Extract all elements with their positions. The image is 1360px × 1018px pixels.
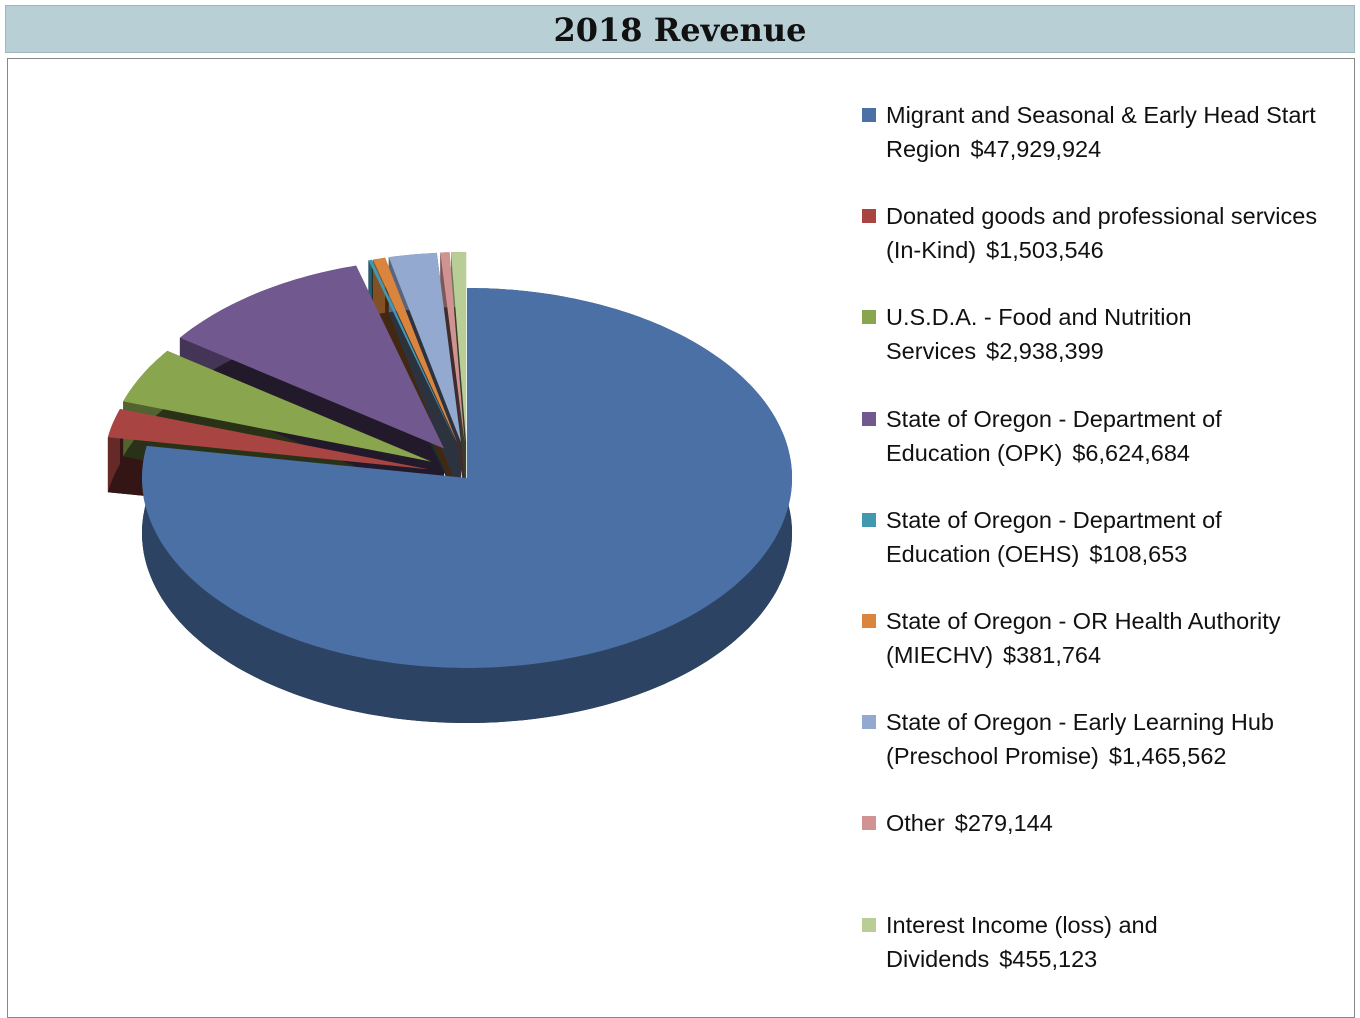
pie-slice	[368, 259, 457, 444]
legend-swatch	[862, 816, 876, 831]
legend-swatch	[862, 209, 876, 224]
pie-slice	[451, 252, 467, 442]
legend-text: State of Oregon - OR Health Authority (M…	[886, 604, 1332, 672]
legend-label: Interest Income (loss) and Dividends	[886, 911, 1158, 972]
legend-label: U.S.D.A. - Food and Nutrition Services	[886, 304, 1192, 365]
legend-label: State of Oregon - Department of Educatio…	[886, 506, 1222, 567]
pie-slice	[142, 288, 792, 668]
pie-slice	[107, 409, 429, 470]
legend-text: U.S.D.A. - Food and Nutrition Services $2…	[886, 300, 1332, 368]
legend-text: Migrant and Seasonal & Early Head Start …	[886, 98, 1332, 166]
legend-value: $1,465,562	[1108, 743, 1227, 770]
legend-swatch	[862, 310, 876, 325]
legend-text: Interest Income (loss) and Dividends $455…	[886, 908, 1332, 976]
legend-swatch	[862, 411, 876, 426]
pie-slice	[372, 257, 458, 444]
pie-slice	[440, 252, 465, 443]
legend-label: Migrant and Seasonal & Early Head Start …	[886, 102, 1316, 162]
legend-entry: Interest Income (loss) and Dividends $455…	[862, 908, 1332, 976]
legend-text: State of Oregon - Department of Educatio…	[886, 503, 1332, 571]
legend-entry: U.S.D.A. - Food and Nutrition Services $2…	[862, 300, 1332, 368]
legend-text: Other $279,144	[886, 806, 1332, 840]
legend-entry: State of Oregon - Early Learning Hub (Pr…	[862, 705, 1332, 773]
pie-slice	[123, 350, 432, 462]
legend-value: $279,144	[954, 810, 1053, 837]
pie-slice	[388, 252, 461, 443]
pie-slice	[179, 265, 444, 449]
legend-text: State of Oregon - Department of Educatio…	[886, 402, 1332, 470]
legend-value: $108,653	[1089, 540, 1188, 567]
legend-label: State of Oregon - OR Health Authority (M…	[886, 608, 1281, 668]
legend-value: $2,938,399	[986, 338, 1104, 365]
legend-entry: State of Oregon - Department of Educatio…	[862, 402, 1332, 470]
legend-swatch	[862, 917, 876, 932]
legend-label: State of Oregon - Department of Educatio…	[886, 405, 1222, 466]
legend-label: Other	[886, 810, 945, 837]
legend-entry: Other $279,144	[862, 806, 1332, 840]
legend-entry: State of Oregon - OR Health Authority (M…	[862, 604, 1332, 672]
chart-title: 2018 Revenue	[5, 5, 1355, 53]
legend-text: State of Oregon - Early Learning Hub (Pr…	[886, 705, 1332, 773]
legend-entry: State of Oregon - Department of Educatio…	[862, 503, 1332, 571]
legend-swatch	[862, 512, 876, 527]
legend-swatch	[862, 715, 876, 730]
legend-label: State of Oregon - Early Learning Hub (Pr…	[886, 709, 1274, 770]
legend-value: $47,929,924	[970, 136, 1102, 162]
legend-swatch	[862, 614, 876, 628]
legend-value: $1,503,546	[986, 237, 1104, 264]
legend-value: $6,624,684	[1072, 439, 1190, 466]
legend-label: Donated goods and professional services …	[886, 203, 1318, 264]
legend-value: $455,123	[999, 945, 1098, 972]
legend-text: Donated goods and professional services …	[886, 199, 1332, 267]
legend-entry: Migrant and Seasonal & Early Head Start …	[862, 98, 1332, 166]
legend-swatch	[862, 108, 876, 122]
legend-value: $381,764	[1003, 642, 1102, 668]
legend-entry: Donated goods and professional services …	[862, 199, 1332, 267]
